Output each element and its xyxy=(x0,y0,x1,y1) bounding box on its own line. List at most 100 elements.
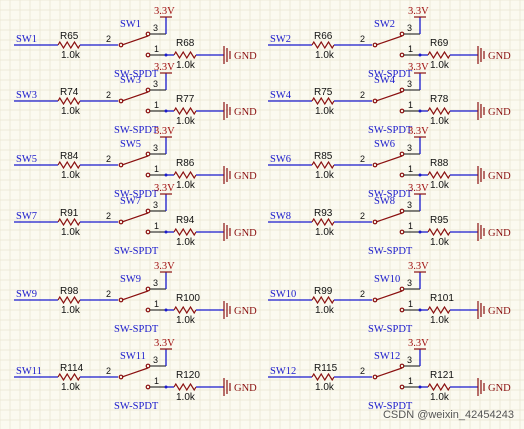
switch-blade xyxy=(375,290,403,301)
resistor-value: 1.0k xyxy=(61,50,81,61)
switch-blade xyxy=(121,212,149,223)
resistor-value: 1.0k xyxy=(430,237,450,248)
pin-number: 1 xyxy=(154,221,159,231)
pin-number: 1 xyxy=(154,164,159,174)
net-label: SW12 xyxy=(270,366,296,377)
switch-blade xyxy=(121,155,149,166)
resistor-designator: R68 xyxy=(176,38,195,49)
resistor-designator: R95 xyxy=(430,215,449,226)
switch-circuit: SW6 R85 1.0k 2 SW6 SW-SPDT 3 3.3V 1 R88 1.0k GND xyxy=(268,126,511,200)
switch-blade xyxy=(121,290,149,301)
pin-number: 3 xyxy=(407,143,412,153)
switch-circuit: SW1 R65 1.0k 2 SW1 SW-SPDT 3 3.3V 1 R68 1.0k GND xyxy=(14,6,257,80)
switch-designator: SW6 xyxy=(374,139,395,150)
resistor-designator: R78 xyxy=(430,94,449,105)
pin-number: 1 xyxy=(154,44,159,54)
pin-number: 3 xyxy=(153,79,158,89)
switch-type-label: SW-SPDT xyxy=(114,69,159,80)
pin-number: 3 xyxy=(153,200,158,210)
switch-upper-contact xyxy=(399,286,405,292)
switch-type-label: SW-SPDT xyxy=(368,324,413,335)
resistor-value: 1.0k xyxy=(176,116,196,127)
switch-lower-contact xyxy=(145,108,151,114)
switch-blade xyxy=(375,367,403,378)
switch-upper-contact xyxy=(145,151,151,157)
switch-upper-contact xyxy=(399,151,405,157)
pin-number: 2 xyxy=(360,366,365,376)
resistor-value: 1.0k xyxy=(176,237,196,248)
resistor-icon xyxy=(311,96,335,106)
resistor-designator: R121 xyxy=(430,370,454,381)
resistor-value: 1.0k xyxy=(315,106,335,117)
power-label: 3.3V xyxy=(154,62,175,73)
resistor-icon xyxy=(173,305,197,315)
resistor-designator: R65 xyxy=(60,31,79,42)
pin-number: 3 xyxy=(153,278,158,288)
pin-number: 2 xyxy=(106,289,111,299)
resistor-value: 1.0k xyxy=(315,305,335,316)
resistor-icon xyxy=(427,305,451,315)
switch-lower-contact xyxy=(145,307,151,313)
switch-upper-contact xyxy=(399,363,405,369)
power-label: 3.3V xyxy=(154,261,175,272)
resistor-designator: R93 xyxy=(314,208,333,219)
pin-number: 3 xyxy=(407,355,412,365)
power-label: 3.3V xyxy=(408,261,429,272)
resistor-designator: R69 xyxy=(430,38,449,49)
switch-upper-contact xyxy=(145,286,151,292)
pin-number: 3 xyxy=(153,355,158,365)
ground-label: GND xyxy=(234,383,257,394)
switch-type-label: SW-SPDT xyxy=(114,189,159,200)
resistor-designator: R84 xyxy=(60,151,79,162)
resistor-designator: R77 xyxy=(176,94,195,105)
resistor-designator: R86 xyxy=(176,158,195,169)
pin-number: 2 xyxy=(360,34,365,44)
power-label: 3.3V xyxy=(408,6,429,17)
resistor-icon xyxy=(427,106,451,116)
resistor-icon xyxy=(57,160,81,170)
ground-label: GND xyxy=(488,107,511,118)
resistor-icon xyxy=(57,96,81,106)
resistor-icon xyxy=(311,160,335,170)
pin-number: 1 xyxy=(408,221,413,231)
ground-label: GND xyxy=(234,171,257,182)
resistor-icon xyxy=(173,382,197,392)
power-label: 3.3V xyxy=(408,183,429,194)
pin-number: 3 xyxy=(407,278,412,288)
net-label: SW2 xyxy=(270,34,291,45)
resistor-designator: R100 xyxy=(176,293,200,304)
switch-blade xyxy=(375,91,403,102)
switch-lower-contact xyxy=(399,384,405,390)
switch-lower-contact xyxy=(145,384,151,390)
switch-upper-contact xyxy=(399,31,405,37)
resistor-value: 1.0k xyxy=(315,227,335,238)
pin-number: 2 xyxy=(360,211,365,221)
pin-number: 2 xyxy=(106,34,111,44)
net-label: SW6 xyxy=(270,154,291,165)
pin-number: 1 xyxy=(408,100,413,110)
resistor-icon xyxy=(311,217,335,227)
net-label: SW8 xyxy=(270,211,291,222)
resistor-value: 1.0k xyxy=(315,382,335,393)
net-label: SW7 xyxy=(16,211,37,222)
switch-lower-contact xyxy=(399,108,405,114)
pin-number: 1 xyxy=(154,376,159,386)
resistor-icon xyxy=(57,372,81,382)
resistor-icon xyxy=(311,295,335,305)
resistor-icon xyxy=(173,227,197,237)
power-label: 3.3V xyxy=(408,126,429,137)
ground-label: GND xyxy=(234,51,257,62)
switch-designator: SW10 xyxy=(374,274,400,285)
switch-designator: SW2 xyxy=(374,19,395,30)
switch-type-label: SW-SPDT xyxy=(368,125,413,136)
switch-upper-contact xyxy=(145,87,151,93)
pin-number: 1 xyxy=(408,299,413,309)
switch-type-label: SW-SPDT xyxy=(368,69,413,80)
pin-number: 2 xyxy=(106,211,111,221)
switch-upper-contact xyxy=(145,208,151,214)
pin-number: 3 xyxy=(407,200,412,210)
pin-number: 3 xyxy=(407,79,412,89)
